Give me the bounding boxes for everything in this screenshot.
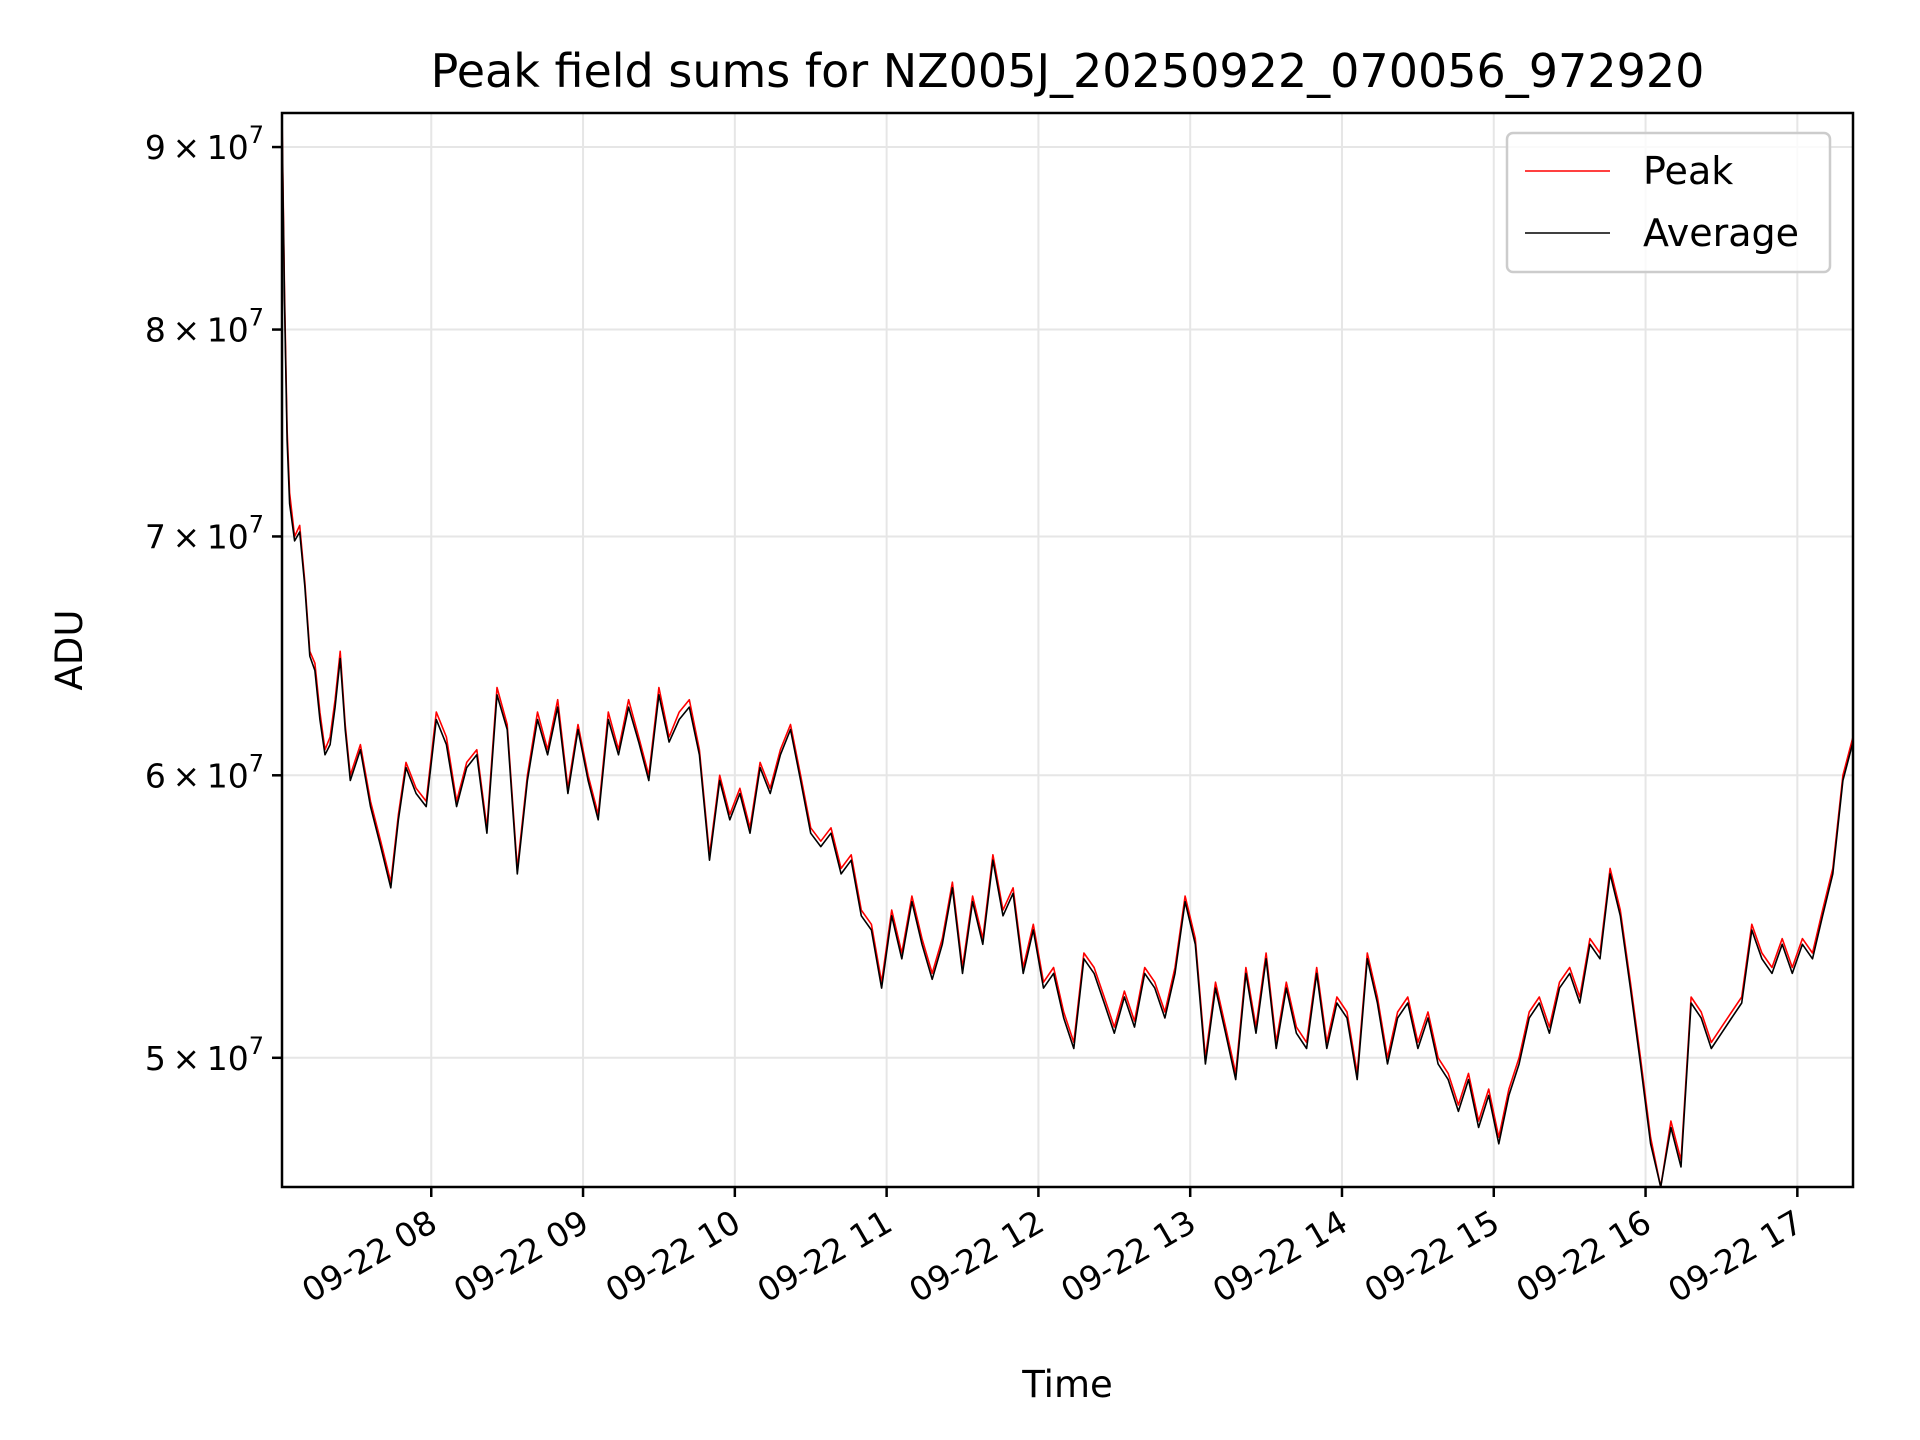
grid-layer (282, 113, 1853, 1187)
chart-title: Peak field sums for NZ005J_20250922_0700… (431, 44, 1705, 98)
y-tick-label: 8 × 107 (145, 304, 264, 350)
y-tick-mantissa: 5 (145, 1039, 166, 1078)
y-tick-exponent: 7 (249, 749, 264, 777)
series-layer (281, 112, 1854, 1188)
series-line-average (281, 121, 1854, 1188)
y-tick-mantissa: 7 (145, 517, 166, 556)
y-tick-multiplier: × 10 (166, 311, 249, 350)
y-tick-mantissa: 6 (145, 756, 166, 795)
y-tick-multiplier: × 10 (166, 1039, 249, 1078)
y-tick-label: 6 × 107 (145, 749, 264, 795)
legend-label-peak: Peak (1643, 149, 1733, 193)
y-tick-mantissa: 9 (145, 128, 166, 167)
y-tick-label: 7 × 107 (145, 510, 264, 556)
y-tick-multiplier: × 10 (166, 756, 249, 795)
y-tick-label: 9 × 107 (145, 121, 264, 167)
y-tick-exponent: 7 (249, 510, 264, 538)
y-tick-mantissa: 8 (145, 311, 166, 350)
y-tick-exponent: 7 (249, 1032, 264, 1060)
y-tick-exponent: 7 (249, 121, 264, 149)
x-axis-label: Time (1021, 1363, 1113, 1406)
y-tick-multiplier: × 10 (166, 517, 249, 556)
y-tick-label: 5 × 107 (145, 1032, 264, 1078)
y-axis-label: ADU (48, 610, 91, 691)
legend: Peak Average (1505, 131, 1832, 274)
y-tick-exponent: 7 (249, 304, 264, 332)
y-tick-multiplier: × 10 (166, 128, 249, 167)
legend-box (1505, 131, 1832, 274)
plot-frame (280, 111, 1855, 1189)
legend-label-average: Average (1643, 211, 1799, 255)
